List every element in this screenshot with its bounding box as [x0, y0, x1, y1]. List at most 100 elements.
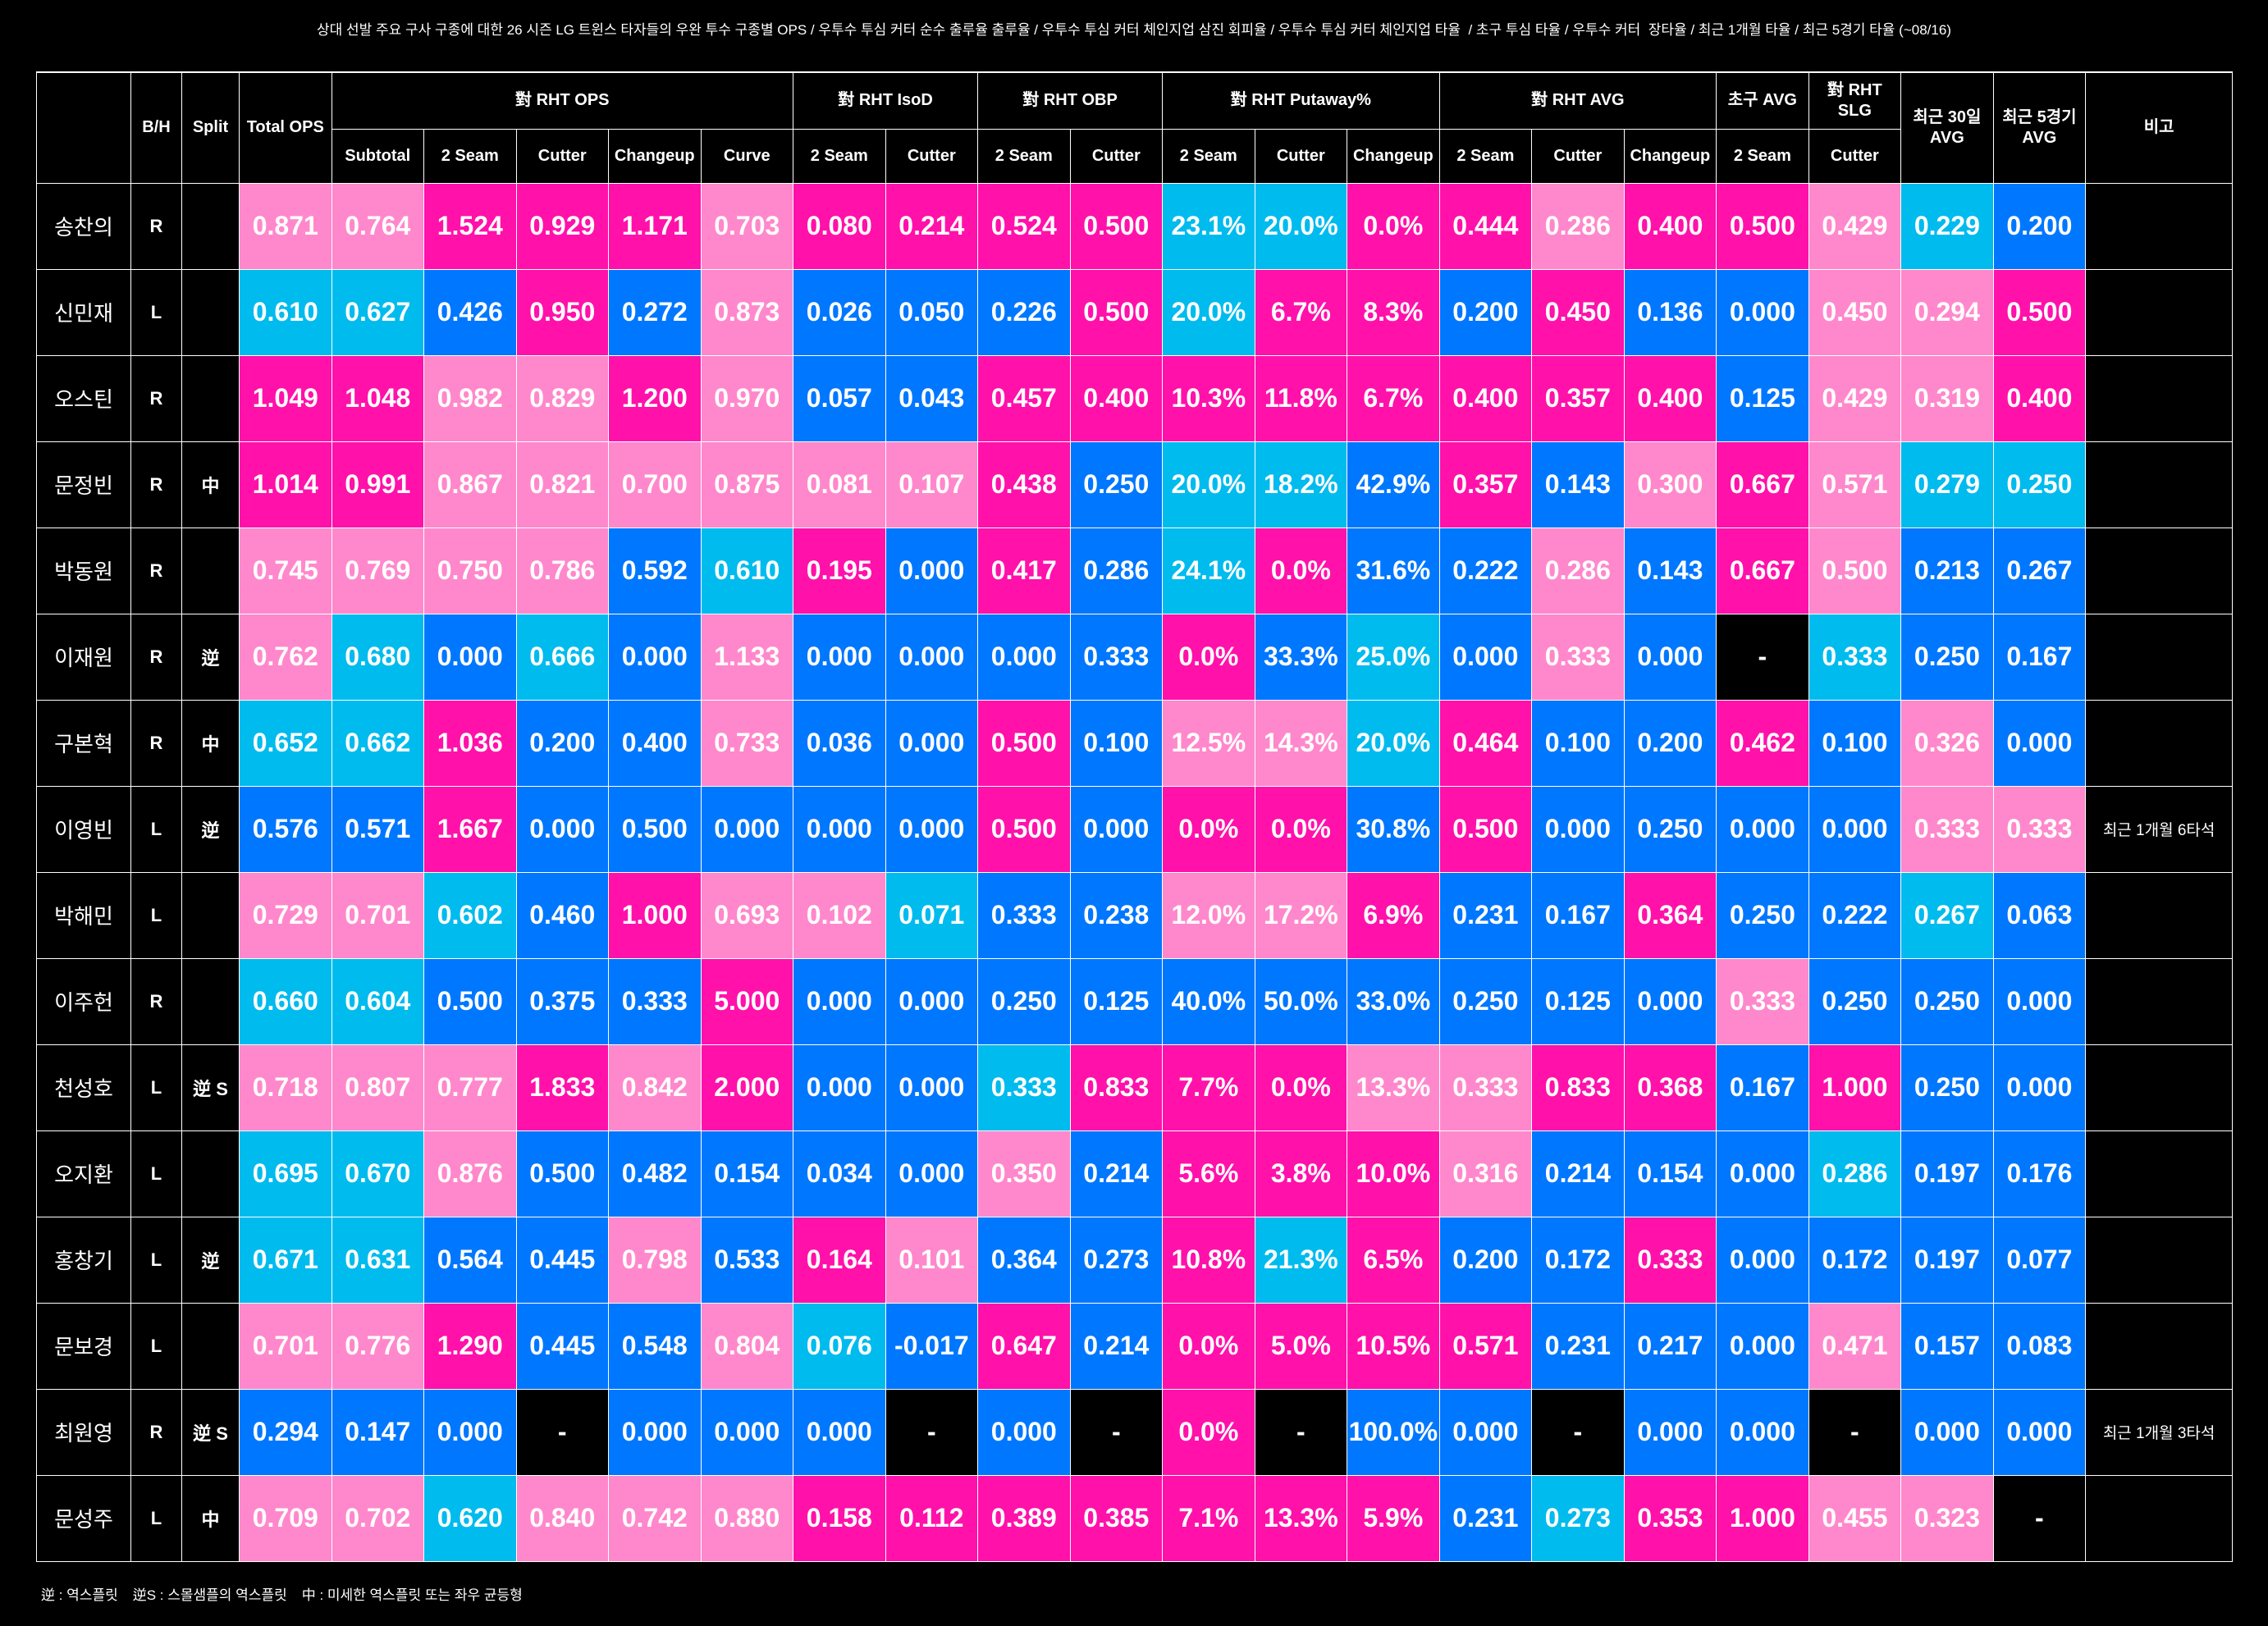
stat-cell: 0.157: [1900, 1302, 1994, 1390]
player-name: 이재원: [36, 613, 131, 701]
stat-cell: 0.057: [793, 354, 886, 442]
header-cell: [36, 71, 131, 184]
stat-cell: 0.214: [1069, 1130, 1164, 1217]
stat-cell: 0.250: [1900, 1044, 1994, 1131]
stat-cell: 0.500: [977, 699, 1071, 787]
stat-cell: 1.049: [239, 354, 332, 442]
note: [2085, 354, 2234, 442]
stat-cell: 0.000: [793, 1388, 886, 1476]
stat-cell: 0.524: [977, 182, 1071, 270]
stat-cell: 6.7%: [1254, 268, 1348, 356]
stat-cell: 0.444: [1438, 182, 1533, 270]
column-header: 최근 30일 AVG: [1900, 71, 1994, 184]
split: [181, 527, 240, 614]
bat-hand: R: [130, 613, 182, 701]
stat-cell: 0.833: [1531, 1044, 1625, 1131]
stat-cell: 0.273: [1069, 1216, 1164, 1304]
player-name: 홍창기: [36, 1216, 131, 1304]
group-header: 對 RHT Putaway%: [1162, 71, 1440, 130]
stat-cell: 0.500: [515, 1130, 609, 1217]
split: [181, 182, 240, 270]
stat-cell: 0.176: [1992, 1130, 2087, 1217]
legend-note: 逆S : 스몰샘플의 역스플릿: [132, 1587, 287, 1603]
stat-cell: 0.112: [885, 1474, 979, 1562]
stat-cell: 0.000: [1623, 613, 1717, 701]
stat-cell: 0.100: [1069, 699, 1164, 787]
stat-cell: 0.000: [608, 1388, 702, 1476]
stat-cell: 0.000: [1716, 1302, 1809, 1390]
stat-cell: 20.0%: [1347, 699, 1440, 787]
note: [2085, 1216, 2234, 1304]
stat-cell: 0.571: [1438, 1302, 1533, 1390]
stat-cell: 6.7%: [1347, 354, 1440, 442]
split: 中: [181, 1474, 240, 1562]
stat-cell: -: [1254, 1388, 1348, 1476]
player-name: 이주헌: [36, 957, 131, 1045]
stat-cell: 0.970: [700, 354, 794, 442]
stat-cell: 0.250: [1992, 441, 2087, 528]
stat-cell: 0.652: [239, 699, 332, 787]
stat-cell: 0.000: [1716, 1388, 1809, 1476]
stat-cell: 0.273: [1531, 1474, 1625, 1562]
stat-cell: 0.576: [239, 785, 332, 873]
column-header: B/H: [130, 71, 182, 184]
stat-cell: 0.333: [608, 957, 702, 1045]
player-name: 이영빈: [36, 785, 131, 873]
stat-cell: 0.231: [1531, 1302, 1625, 1390]
stat-cell: 0.333: [1623, 1216, 1717, 1304]
stat-cell: 0.777: [423, 1044, 517, 1131]
player-name: 박해민: [36, 871, 131, 959]
stat-cell: 0.197: [1900, 1216, 1994, 1304]
stat-cell: 0.700: [608, 441, 702, 528]
split: 逆: [181, 785, 240, 873]
stat-cell: 0.445: [515, 1302, 609, 1390]
legend-note: 逆 : 역스플릿: [41, 1587, 118, 1603]
stat-cell: 31.6%: [1347, 527, 1440, 614]
stat-cell: 0.333: [1900, 785, 1994, 873]
stat-cell: 0.0%: [1162, 1388, 1255, 1476]
stat-cell: 1.667: [423, 785, 517, 873]
note: [2085, 527, 2234, 614]
group-header: 초구 AVG: [1716, 71, 1809, 130]
note: [2085, 613, 2234, 701]
stat-cell: 0.050: [885, 268, 979, 356]
player-name: 오스틴: [36, 354, 131, 442]
stat-cell: 0.101: [885, 1216, 979, 1304]
note: [2085, 1474, 2234, 1562]
stat-cell: 0.670: [331, 1130, 424, 1217]
stat-cell: 7.1%: [1162, 1474, 1255, 1562]
split: [181, 871, 240, 959]
stat-cell: 0.279: [1900, 441, 1994, 528]
bat-hand: L: [130, 1474, 182, 1562]
stat-cell: 0.350: [977, 1130, 1071, 1217]
stat-cell: 0.000: [1716, 1216, 1809, 1304]
stat-cell: 0.000: [1716, 785, 1809, 873]
stat-cell: 0.147: [331, 1388, 424, 1476]
stat-cell: 42.9%: [1347, 441, 1440, 528]
stat-cell: 0.620: [423, 1474, 517, 1562]
stat-cell: 0.701: [239, 1302, 332, 1390]
player-row: 최원영 R 逆 S 0.294 0.147 0.000-0.000 0.000 0.000-0…: [36, 1388, 2234, 1476]
stat-cell: -: [1531, 1388, 1625, 1476]
stat-cell: 0.462: [1716, 699, 1809, 787]
stat-cell: 0.000: [885, 785, 979, 873]
stat-cell: 0.250: [1069, 441, 1164, 528]
column-header: Cutter: [1531, 128, 1625, 184]
stat-cell: 0.250: [1623, 785, 1717, 873]
stat-cell: 40.0%: [1162, 957, 1255, 1045]
stat-cell: 0.000: [1531, 785, 1625, 873]
stat-cell: 0.333: [1716, 957, 1809, 1045]
stat-cell: 0.200: [1438, 1216, 1533, 1304]
stat-cell: 0.000: [793, 613, 886, 701]
stat-cell: 0.333: [1438, 1044, 1533, 1131]
stat-cell: 0.167: [1992, 613, 2087, 701]
stat-cell: 0.804: [700, 1302, 794, 1390]
note: 최근 1개월 6타석: [2085, 785, 2234, 873]
stat-cell: 0.000: [885, 613, 979, 701]
column-header: 2 Seam: [1162, 128, 1255, 184]
stat-cell: 0.000: [977, 1388, 1071, 1476]
group-header: 對 RHT IsoD: [793, 71, 979, 130]
stat-cell: 0.231: [1438, 1474, 1533, 1562]
stat-cell: 0.197: [1900, 1130, 1994, 1217]
stat-cell: 0.000: [1992, 1388, 2087, 1476]
